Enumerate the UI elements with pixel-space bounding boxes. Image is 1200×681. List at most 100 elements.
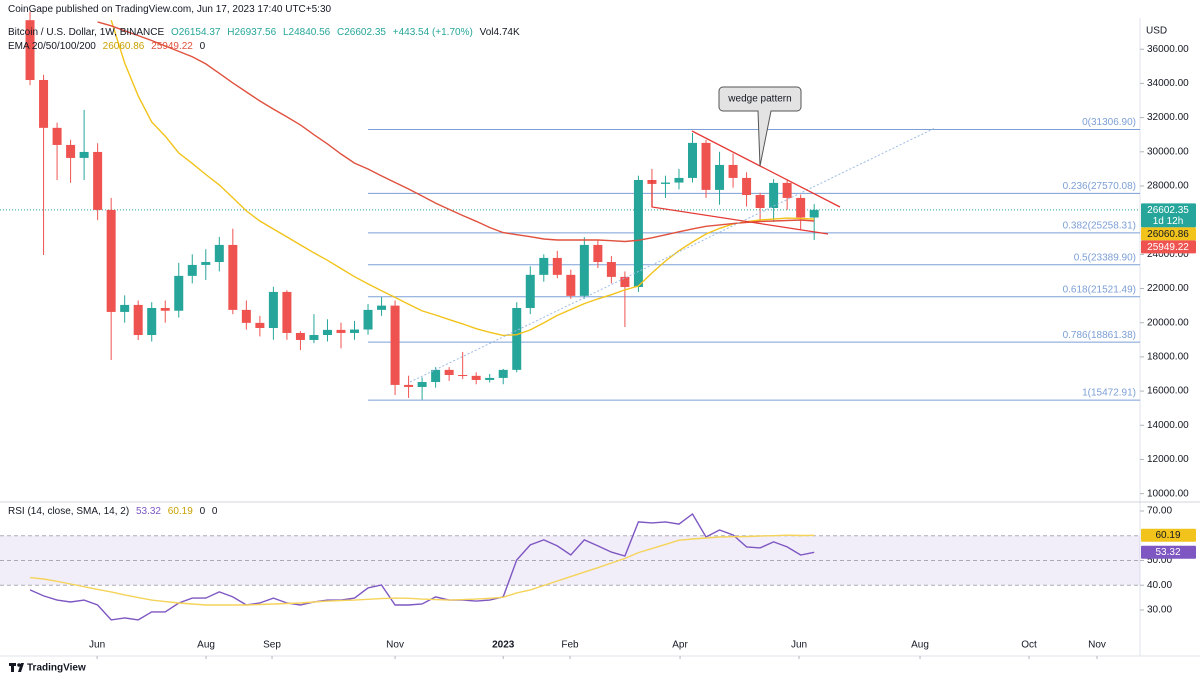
candle-body xyxy=(809,209,819,218)
x-tick-label: Aug xyxy=(911,640,929,651)
candle-body xyxy=(147,308,157,336)
x-tick-label: Feb xyxy=(561,640,579,651)
logo-icon xyxy=(9,663,24,672)
fib-label: 0.5(23389.90) xyxy=(1074,252,1136,263)
candle-body xyxy=(796,197,806,218)
candle-body xyxy=(377,305,387,310)
candle-body xyxy=(593,244,603,263)
candle-body xyxy=(174,275,184,311)
callout-text: wedge pattern xyxy=(727,94,791,105)
ema-value: 25949.22 xyxy=(151,41,193,52)
candle-body xyxy=(336,329,346,333)
ema-label: EMA 20/50/100/200 xyxy=(8,41,96,52)
candle-body xyxy=(309,335,319,340)
x-tick-label: Nov xyxy=(386,640,404,651)
candle-body xyxy=(674,177,684,183)
fib-label: 0.786(18861.38) xyxy=(1063,330,1136,341)
y-tick-label: 22000.00 xyxy=(1147,283,1189,294)
y-tick-label: 70.00 xyxy=(1147,506,1172,517)
candle-body xyxy=(79,151,89,158)
candle-body xyxy=(322,329,332,336)
fib-label: 1(15472.91) xyxy=(1082,388,1136,399)
legend-line: Bitcoin / U.S. Dollar, 1W, BINANCE O2615… xyxy=(8,27,524,38)
ohlc-low: L24840.56 xyxy=(282,27,331,38)
rsi-value: 53.32 xyxy=(135,506,161,517)
candle-body xyxy=(512,308,522,370)
price-tag-label: 26602.35 xyxy=(1147,205,1189,216)
wedge-lower-line xyxy=(651,180,829,235)
candle-body xyxy=(39,79,49,128)
price-tag xyxy=(1141,545,1196,559)
price-tag-label: 60.19 xyxy=(1155,530,1180,541)
trend-line xyxy=(409,127,936,383)
x-tick-label: Apr xyxy=(672,640,688,651)
candle-body xyxy=(25,20,35,80)
x-tick-label: Nov xyxy=(1088,640,1106,651)
price-tag-countdown: 1d 12h xyxy=(1153,216,1184,227)
y-tick-label: 28000.00 xyxy=(1147,181,1189,192)
candle-body xyxy=(782,182,792,198)
y-tick-label: 18000.00 xyxy=(1147,352,1189,363)
candle-body xyxy=(187,264,197,276)
volume: Vol4.74K xyxy=(479,27,520,38)
currency-label: USD xyxy=(1146,26,1167,37)
candle-body xyxy=(268,291,278,329)
candle-body xyxy=(431,369,441,383)
candle-body xyxy=(404,384,414,387)
x-tick-label: Oct xyxy=(1021,640,1037,651)
ema-value: 26060.86 xyxy=(102,41,145,52)
indicator-line xyxy=(110,19,815,337)
fib-label: 0(31306.90) xyxy=(1082,117,1136,128)
x-tick-label: Sep xyxy=(263,640,281,651)
candle-body xyxy=(390,305,400,385)
candle-body xyxy=(539,257,549,275)
candle-body xyxy=(579,244,589,296)
rsi-legend: RSI (14, close, SMA, 14, 2) 53.32 60.19 … xyxy=(8,506,221,517)
candle-body xyxy=(755,195,765,209)
fib-label: 0.236(27570.08) xyxy=(1063,181,1136,192)
price-tag-label: 26060.86 xyxy=(1147,229,1189,240)
candle-body xyxy=(715,164,725,190)
rsi-value: 60.19 xyxy=(167,506,193,517)
candle-body xyxy=(228,244,238,310)
candle-body xyxy=(66,144,76,158)
rsi-value: 0 xyxy=(199,506,206,517)
y-tick-label: 40.00 xyxy=(1147,580,1172,591)
symbol: Bitcoin / U.S. Dollar, 1W, BINANCE xyxy=(8,27,165,38)
y-tick-label: 16000.00 xyxy=(1147,386,1189,397)
candle-body xyxy=(525,274,535,309)
ohlc-close: C26602.35 xyxy=(337,27,386,38)
candle-body xyxy=(458,375,468,377)
ohlc-open: O26154.37 xyxy=(170,27,221,38)
candle-body xyxy=(282,291,292,333)
fib-label: 0.382(25258.31) xyxy=(1063,220,1136,231)
y-tick-label: 12000.00 xyxy=(1147,454,1189,465)
y-tick-label: 50.00 xyxy=(1147,555,1172,566)
candle-body xyxy=(214,244,224,263)
price-tag xyxy=(1141,227,1196,241)
plot-layer: 0(31306.90) 0.236(27570.08) 0.382(25258.31… xyxy=(0,11,1140,621)
fib-label: 0.618(21521.49) xyxy=(1063,284,1136,295)
candle-body xyxy=(769,182,779,209)
y-tick-label: 32000.00 xyxy=(1147,112,1189,123)
price-tag xyxy=(1141,203,1196,228)
callout xyxy=(718,86,802,167)
candle-body xyxy=(566,274,576,296)
price-tag-label: 53.32 xyxy=(1155,547,1180,558)
candle-body xyxy=(660,182,670,184)
wedge-upper-line xyxy=(691,130,841,208)
candle-body xyxy=(485,377,495,380)
candle-body xyxy=(133,304,143,336)
x-tick-label: Jun xyxy=(89,640,105,651)
indicator-line xyxy=(97,21,815,243)
indicator-line xyxy=(29,512,815,621)
x-tick-label: Aug xyxy=(197,640,215,651)
candle-body xyxy=(350,329,360,333)
candle-body xyxy=(498,369,508,378)
y-tick-label: 30.00 xyxy=(1147,605,1172,616)
candle-body xyxy=(201,262,211,265)
rsi-label: RSI (14, close, SMA, 14, 2) xyxy=(8,506,130,517)
candle-body xyxy=(633,179,643,287)
